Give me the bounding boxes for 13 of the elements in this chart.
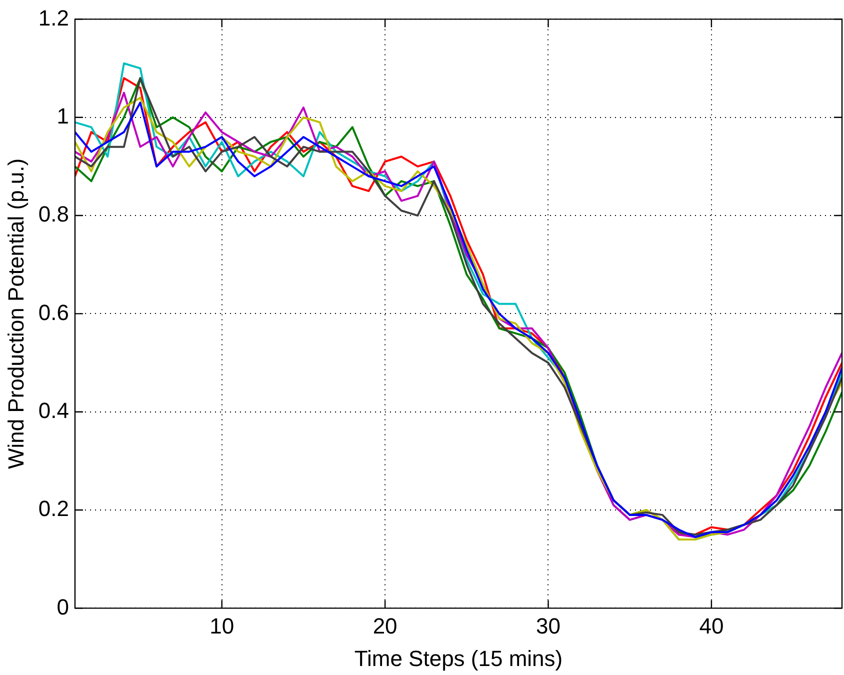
y-tick-label: 0.6 — [38, 300, 69, 325]
x-tick-label: 10 — [210, 613, 234, 638]
y-axis-title: Wind Production Potential (p.u.) — [3, 158, 28, 470]
y-tick-label: 1.2 — [38, 5, 69, 30]
y-tick-label: 0.8 — [38, 202, 69, 227]
x-tick-label: 20 — [372, 613, 398, 638]
x-axis-title: Time Steps (15 mins) — [354, 646, 563, 671]
x-tick-label: 40 — [699, 613, 724, 638]
x-tick-label: 30 — [536, 613, 560, 638]
y-tick-label: 0.2 — [38, 496, 69, 522]
y-tick-label: 0.4 — [38, 398, 69, 423]
y-tick-label: 0 — [56, 594, 69, 620]
y-tick-label: 1 — [56, 103, 69, 128]
